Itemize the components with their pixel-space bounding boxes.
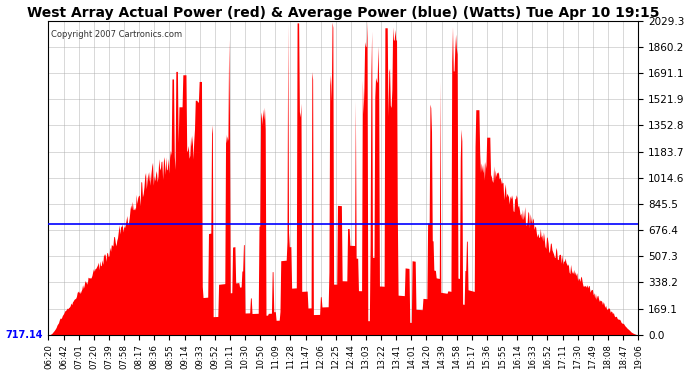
Title: West Array Actual Power (red) & Average Power (blue) (Watts) Tue Apr 10 19:15: West Array Actual Power (red) & Average … bbox=[27, 6, 660, 20]
Text: 717.14: 717.14 bbox=[5, 330, 43, 340]
Text: Copyright 2007 Cartronics.com: Copyright 2007 Cartronics.com bbox=[51, 30, 182, 39]
